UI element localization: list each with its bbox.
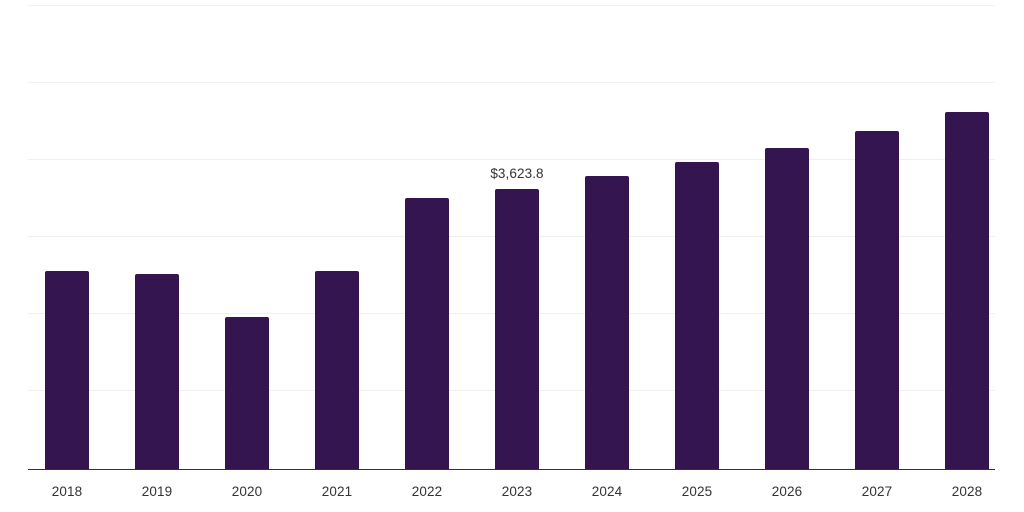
bar-group-2022 [382, 0, 472, 469]
bar-2019[interactable] [135, 274, 179, 469]
bar-2020[interactable] [225, 317, 269, 469]
bar-2022[interactable] [405, 198, 449, 469]
x-tick-2019: 2019 [141, 484, 173, 499]
x-axis-line [28, 469, 995, 470]
x-tick-2020: 2020 [231, 484, 263, 499]
x-tick-2029: 2029 [1012, 484, 1024, 499]
x-tick-2018: 2018 [51, 484, 83, 499]
bar-2021[interactable] [315, 271, 359, 469]
bar-group-2020 [202, 0, 292, 469]
plot-area: $3,623.8$5,167.7 [22, 0, 1024, 469]
bar-2028[interactable] [945, 112, 989, 469]
x-tick-2024: 2024 [591, 484, 623, 499]
bar-2026[interactable] [765, 148, 809, 469]
bar-group-2029 [1012, 0, 1024, 469]
bar-2018[interactable] [45, 271, 89, 469]
bar-group-2027 [832, 0, 922, 469]
x-axis-tick-labels: 2018 2019 2020 2021 2022 2023 2024 2025 2026 2027… [0, 470, 1024, 512]
bar-group-2023: $3,623.8 [472, 0, 562, 469]
x-tick-2022: 2022 [411, 484, 443, 499]
bar-value-label-2023: $3,623.8 [490, 166, 544, 181]
bar-2024[interactable] [585, 176, 629, 469]
x-tick-2021: 2021 [321, 484, 353, 499]
bar-group-2028 [922, 0, 1012, 469]
bar-2025[interactable] [675, 162, 719, 469]
bar-group-2019 [112, 0, 202, 469]
bar-group-2026 [742, 0, 832, 469]
x-tick-2028: 2028 [951, 484, 983, 499]
bar-group-2021 [292, 0, 382, 469]
bar-group-2024 [562, 0, 652, 469]
x-tick-2026: 2026 [771, 484, 803, 499]
bar-2023[interactable] [495, 189, 539, 469]
x-tick-2025: 2025 [681, 484, 713, 499]
bar-2027[interactable] [855, 131, 899, 469]
x-tick-2027: 2027 [861, 484, 893, 499]
bar-group-2025 [652, 0, 742, 469]
x-tick-2023: 2023 [501, 484, 533, 499]
bar-group-2018 [22, 0, 112, 469]
